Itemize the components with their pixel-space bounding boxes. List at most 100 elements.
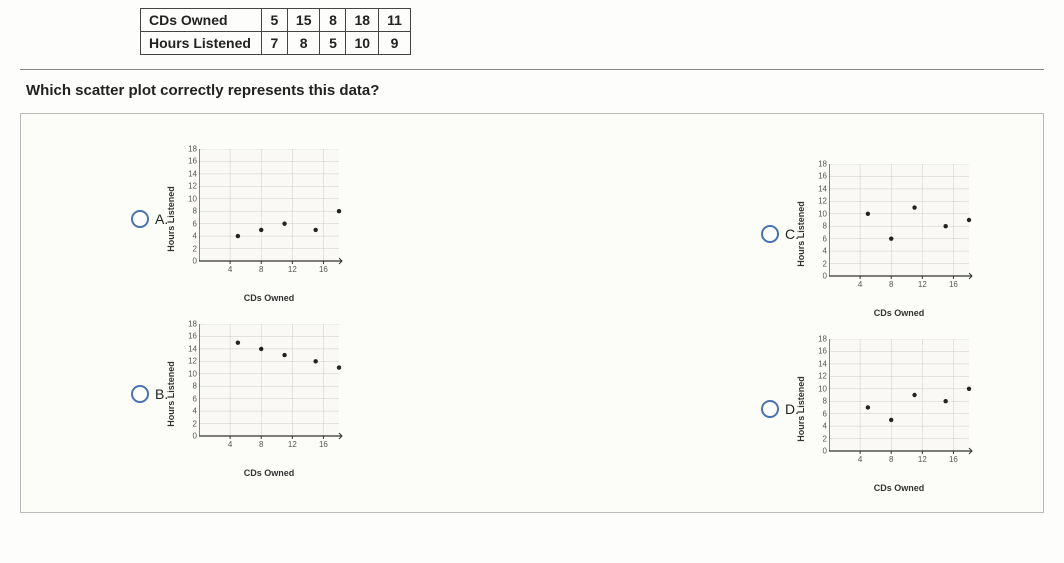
x-tick-label: 8 bbox=[889, 455, 893, 464]
answer-option-b[interactable]: B.Hours ListenedCDs Owned024681012141618… bbox=[131, 324, 341, 464]
x-tick-label: 16 bbox=[319, 265, 328, 274]
y-tick-label: 4 bbox=[811, 247, 827, 256]
x-axis-label: CDs Owned bbox=[874, 308, 925, 318]
y-tick-label: 2 bbox=[811, 434, 827, 443]
data-point bbox=[967, 387, 971, 391]
y-tick-label: 6 bbox=[811, 234, 827, 243]
y-tick-label: 12 bbox=[181, 182, 197, 191]
answer-option-d[interactable]: D.Hours ListenedCDs Owned024681012141618… bbox=[761, 339, 971, 479]
y-tick-label: 12 bbox=[181, 357, 197, 366]
x-tick-label: 12 bbox=[918, 280, 927, 289]
x-axis-label: CDs Owned bbox=[244, 293, 295, 303]
data-point bbox=[866, 212, 870, 216]
y-tick-label: 10 bbox=[811, 384, 827, 393]
x-tick-label: 12 bbox=[288, 265, 297, 274]
data-cell: 18 bbox=[346, 9, 379, 32]
data-cell: 5 bbox=[320, 32, 346, 55]
scatter-svg bbox=[199, 149, 343, 265]
y-tick-label: 14 bbox=[811, 359, 827, 368]
x-tick-label: 12 bbox=[288, 440, 297, 449]
x-tick-label: 8 bbox=[259, 440, 263, 449]
y-tick-label: 0 bbox=[811, 272, 827, 281]
x-tick-label: 4 bbox=[228, 440, 232, 449]
y-tick-label: 18 bbox=[181, 320, 197, 329]
scatter-svg bbox=[829, 164, 973, 280]
data-point bbox=[943, 224, 947, 228]
y-tick-label: 0 bbox=[181, 257, 197, 266]
x-tick-label: 16 bbox=[949, 280, 958, 289]
y-tick-label: 4 bbox=[181, 407, 197, 416]
y-tick-label: 8 bbox=[811, 222, 827, 231]
y-tick-label: 14 bbox=[811, 184, 827, 193]
data-cell: 9 bbox=[379, 32, 411, 55]
y-tick-label: 6 bbox=[181, 219, 197, 228]
y-tick-label: 2 bbox=[181, 244, 197, 253]
scatter-plot-a: Hours ListenedCDs Owned02468101214161848… bbox=[181, 149, 341, 289]
y-tick-label: 6 bbox=[181, 394, 197, 403]
x-tick-label: 4 bbox=[858, 280, 862, 289]
data-point bbox=[943, 399, 947, 403]
y-tick-label: 8 bbox=[181, 207, 197, 216]
y-tick-label: 8 bbox=[811, 397, 827, 406]
radio-d[interactable] bbox=[761, 400, 779, 418]
y-axis-label: Hours Listened bbox=[166, 361, 176, 427]
y-tick-label: 18 bbox=[811, 335, 827, 344]
row-label: Hours Listened bbox=[141, 32, 262, 55]
data-point bbox=[236, 340, 240, 344]
scatter-plot-d: Hours ListenedCDs Owned02468101214161848… bbox=[811, 339, 971, 479]
y-tick-label: 6 bbox=[811, 409, 827, 418]
answer-option-a[interactable]: A.Hours ListenedCDs Owned024681012141618… bbox=[131, 149, 341, 289]
y-tick-label: 4 bbox=[811, 422, 827, 431]
y-tick-label: 2 bbox=[181, 419, 197, 428]
data-cell: 7 bbox=[261, 32, 287, 55]
x-tick-label: 16 bbox=[949, 455, 958, 464]
data-point bbox=[337, 365, 341, 369]
data-point bbox=[912, 205, 916, 209]
data-point bbox=[912, 393, 916, 397]
x-axis-label: CDs Owned bbox=[244, 468, 295, 478]
data-cell: 15 bbox=[287, 9, 320, 32]
data-point bbox=[889, 418, 893, 422]
question-text: Which scatter plot correctly represents … bbox=[26, 82, 1044, 99]
x-tick-label: 8 bbox=[889, 280, 893, 289]
data-cell: 11 bbox=[379, 9, 411, 32]
answer-option-c[interactable]: C.Hours ListenedCDs Owned024681012141618… bbox=[761, 164, 971, 304]
scatter-plot-b: Hours ListenedCDs Owned02468101214161848… bbox=[181, 324, 341, 464]
y-tick-label: 8 bbox=[181, 382, 197, 391]
y-axis-label: Hours Listened bbox=[796, 376, 806, 442]
y-tick-label: 16 bbox=[181, 332, 197, 341]
worksheet-page: CDs Owned51581811Hours Listened785109 Wh… bbox=[0, 0, 1064, 563]
y-axis-label: Hours Listened bbox=[796, 201, 806, 267]
answer-options-region: A.Hours ListenedCDs Owned024681012141618… bbox=[20, 113, 1044, 513]
radio-c[interactable] bbox=[761, 225, 779, 243]
radio-b[interactable] bbox=[131, 385, 149, 403]
y-tick-label: 2 bbox=[811, 259, 827, 268]
scatter-plot-c: Hours ListenedCDs Owned02468101214161848… bbox=[811, 164, 971, 304]
y-tick-label: 18 bbox=[181, 145, 197, 154]
data-cell: 5 bbox=[261, 9, 287, 32]
scatter-svg bbox=[199, 324, 343, 440]
radio-a[interactable] bbox=[131, 210, 149, 228]
y-tick-label: 0 bbox=[181, 432, 197, 441]
y-tick-label: 10 bbox=[811, 209, 827, 218]
divider bbox=[20, 69, 1044, 70]
data-point bbox=[889, 236, 893, 240]
y-tick-label: 16 bbox=[181, 157, 197, 166]
x-tick-label: 4 bbox=[228, 265, 232, 274]
y-tick-label: 4 bbox=[181, 232, 197, 241]
scatter-svg bbox=[829, 339, 973, 455]
data-point bbox=[282, 353, 286, 357]
x-axis-label: CDs Owned bbox=[874, 483, 925, 493]
data-point bbox=[967, 218, 971, 222]
x-tick-label: 4 bbox=[858, 455, 862, 464]
y-tick-label: 16 bbox=[811, 172, 827, 181]
data-table: CDs Owned51581811Hours Listened785109 bbox=[140, 8, 411, 55]
data-point bbox=[282, 221, 286, 225]
y-tick-label: 12 bbox=[811, 197, 827, 206]
y-tick-label: 12 bbox=[811, 372, 827, 381]
data-point bbox=[866, 405, 870, 409]
y-tick-label: 0 bbox=[811, 447, 827, 456]
table-row: Hours Listened785109 bbox=[141, 32, 411, 55]
data-cell: 8 bbox=[287, 32, 320, 55]
data-point bbox=[313, 228, 317, 232]
